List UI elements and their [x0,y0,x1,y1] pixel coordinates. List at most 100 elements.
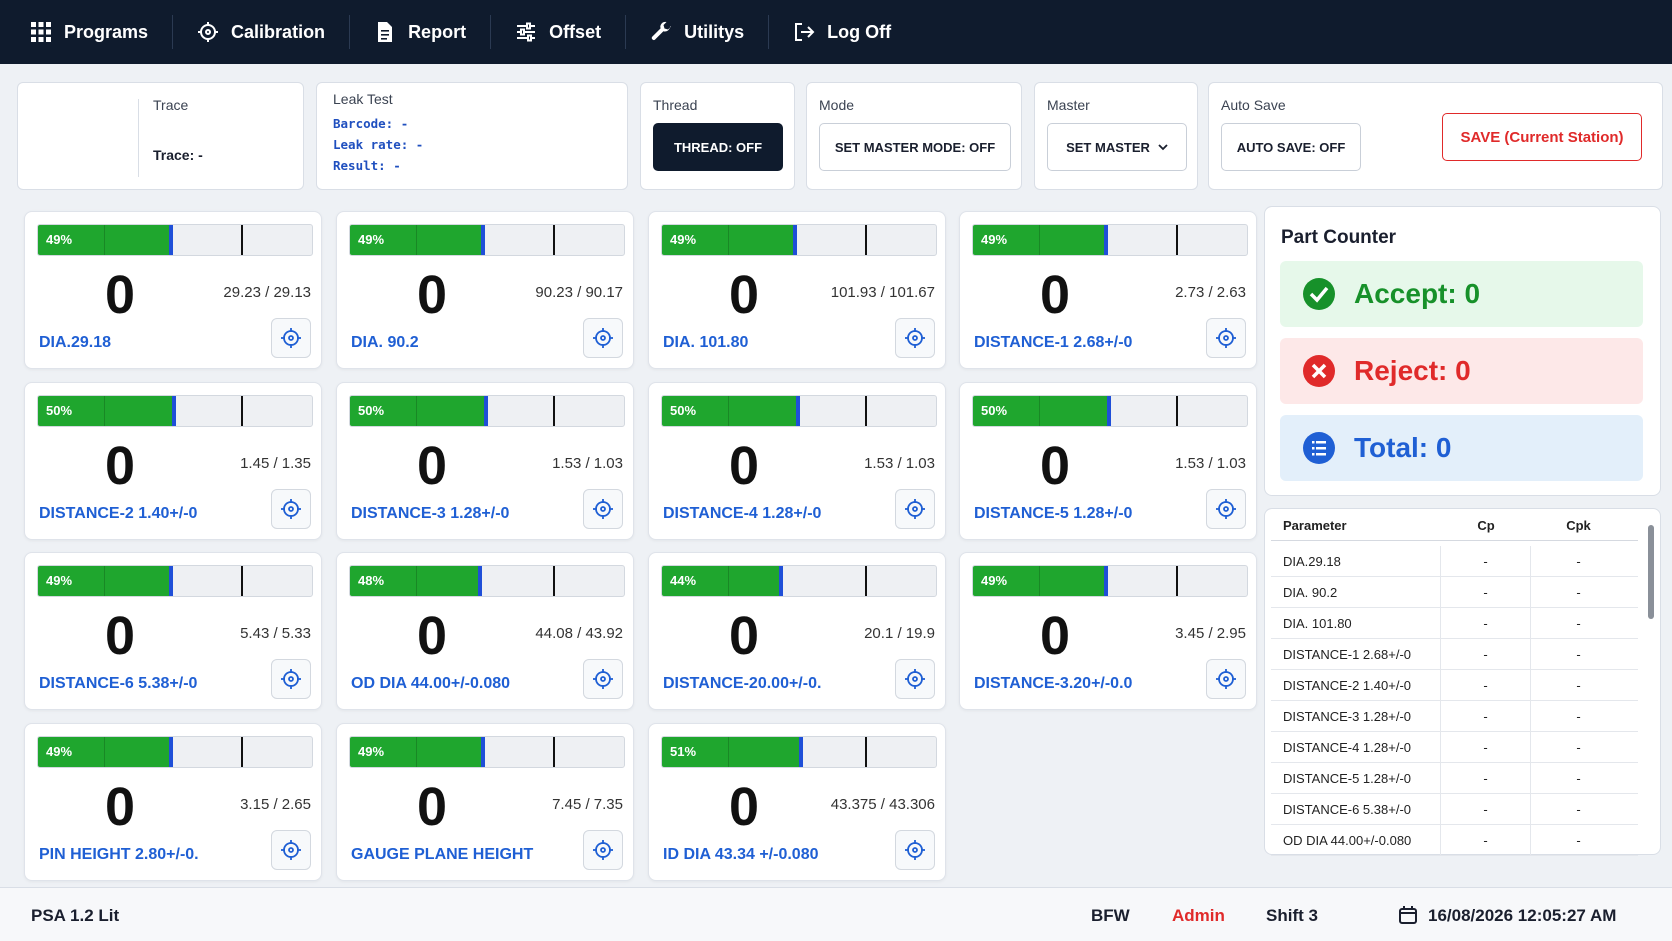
gauge-tolerance-range: 20.1 / 19.9 [864,625,935,642]
cell-cp: - [1441,825,1531,855]
table-row[interactable]: DIA. 90.2- - [1271,577,1638,608]
crosshair-icon [1216,669,1236,689]
trace-label: Trace [153,97,189,113]
gauge-progress-bar: 49% [972,224,1248,256]
calibrate-button[interactable] [895,659,935,699]
nav-calibration[interactable]: Calibration [173,15,351,49]
gauge-reading: 0 [104,265,136,325]
document-icon [378,22,393,42]
gauge-percent: 50% [46,403,73,418]
gauge-card: 50% 0 1.53 / 1.03 DISTANCE-5 1.28+/-0 [959,382,1257,540]
master-mode-button[interactable]: SET MASTER MODE: OFF [819,123,1011,171]
nav-offset[interactable]: Offset [491,15,627,49]
x-circle-icon [1303,355,1335,387]
table-row[interactable]: DISTANCE-2 1.40+/-0- - [1271,670,1638,701]
table-row[interactable]: DISTANCE-1 2.68+/-0- - [1271,639,1638,670]
logout-icon [795,23,815,41]
calibrate-button[interactable] [583,318,623,358]
calibrate-button[interactable] [895,830,935,870]
gauge-card: 50% 0 1.45 / 1.35 DISTANCE-2 1.40+/-0 [24,382,322,540]
thread-label: Thread [653,97,698,113]
cell-cp: - [1441,639,1531,669]
gauge-limit-marker [865,225,867,255]
gauge-tolerance-range: 3.45 / 2.95 [1175,625,1246,642]
nav-report[interactable]: Report [350,15,492,49]
gauge-percent: 49% [46,744,73,759]
date-time: 16/08/2026 12:05:27 AM [1428,906,1617,925]
master-panel: Master SET MASTER [1034,82,1198,190]
leak-test-panel: Leak Test Barcode: - Leak rate: - Result… [316,82,628,190]
thread-toggle-button[interactable]: THREAD: OFF [653,123,783,171]
table-scrollbar[interactable] [1648,525,1654,619]
save-station-button[interactable]: SAVE (Current Station) [1442,113,1642,161]
list-circle-icon [1303,432,1335,464]
table-row[interactable]: DIA. 101.80- - [1271,608,1638,639]
cell-parameter: DISTANCE-1 2.68+/-0 [1271,639,1441,669]
gauge-percent: 44% [670,573,697,588]
header-cp: Cp [1477,517,1495,533]
gauge-progress-bar: 49% [37,224,313,256]
table-row[interactable]: DISTANCE-3 1.28+/-0- - [1271,701,1638,732]
calibrate-button[interactable] [583,659,623,699]
calibrate-button[interactable] [583,830,623,870]
cell-cpk: - [1576,646,1581,662]
set-master-dropdown[interactable]: SET MASTER [1047,123,1187,171]
gauge-card: 49% 0 101.93 / 101.67 DIA. 101.80 [648,211,946,369]
trace-value: Trace: - [153,147,203,163]
table-row[interactable]: OD DIA 44.00+/-0.080- - [1271,825,1638,856]
calibrate-button[interactable] [271,659,311,699]
gauge-percent: 50% [358,403,385,418]
gauge-reading: 0 [728,436,760,496]
cell-cpk: - [1576,832,1581,848]
gauge-card: 50% 0 1.53 / 1.03 DISTANCE-4 1.28+/-0 [648,382,946,540]
gauge-progress-fill [662,225,797,255]
gauge-percent: 49% [670,232,697,247]
table-row[interactable]: DISTANCE-6 5.38+/-0- - [1271,794,1638,825]
gauge-parameter-name: PIN HEIGHT 2.80+/-0. [39,846,199,863]
calibrate-button[interactable] [271,830,311,870]
table-row[interactable]: DISTANCE-5 1.28+/-0- - [1271,763,1638,794]
gauge-progress-fill [350,737,485,767]
calibrate-button[interactable] [271,318,311,358]
autosave-toggle-button[interactable]: AUTO SAVE: OFF [1221,123,1361,171]
calibrate-button[interactable] [271,489,311,529]
gauge-reading: 0 [1039,265,1071,325]
gauge-tolerance-range: 7.45 / 7.35 [552,796,623,813]
cell-parameter: DIA.29.18 [1271,546,1441,576]
calibrate-button[interactable] [583,489,623,529]
calibrate-button[interactable] [1206,318,1246,358]
calibrate-button[interactable] [1206,659,1246,699]
nav-programs[interactable]: Programs [30,15,174,49]
gauge-progress-fill [973,396,1111,426]
gauge-percent: 49% [981,232,1008,247]
gauge-progress-bar: 50% [972,395,1248,427]
gauge-limit-marker [865,737,867,767]
leak-barcode: Barcode: - [333,116,409,131]
status-footer: PSA 1.2 Lit BFW Admin Shift 3 16/08/2026… [0,887,1672,941]
table-row[interactable]: DIA.29.18- - [1271,546,1638,577]
nav-logoff[interactable]: Log Off [769,15,915,49]
cell-cp: - [1441,732,1531,762]
gauge-percent: 49% [46,232,73,247]
gauge-reading: 0 [1039,606,1071,666]
calibrate-button[interactable] [895,318,935,358]
crosshair-icon [281,499,301,519]
gauge-card: 49% 0 7.45 / 7.35 GAUGE PLANE HEIGHT [336,723,634,881]
gauge-card: 49% 0 3.15 / 2.65 PIN HEIGHT 2.80+/-0. [24,723,322,881]
gauge-tolerance-range: 1.53 / 1.03 [864,455,935,472]
gauge-reading: 0 [104,777,136,837]
calibrate-button[interactable] [1206,489,1246,529]
calibrate-button[interactable] [895,489,935,529]
gauge-limit-marker [241,225,243,255]
cell-parameter: DIA. 101.80 [1271,608,1441,638]
gauge-tolerance-range: 1.53 / 1.03 [1175,455,1246,472]
table-row[interactable]: DISTANCE-4 1.28+/-0- - [1271,732,1638,763]
nav-utilitys[interactable]: Utilitys [626,15,770,49]
cell-cp: - [1441,577,1531,607]
gauge-progress-bar: 50% [661,395,937,427]
cell-parameter: DISTANCE-4 1.28+/-0 [1271,732,1441,762]
crosshair-icon [905,499,925,519]
gauge-limit-marker [1176,396,1178,426]
gauge-parameter-name: DIA. 90.2 [351,334,419,351]
nav-programs-label: Programs [64,21,149,42]
